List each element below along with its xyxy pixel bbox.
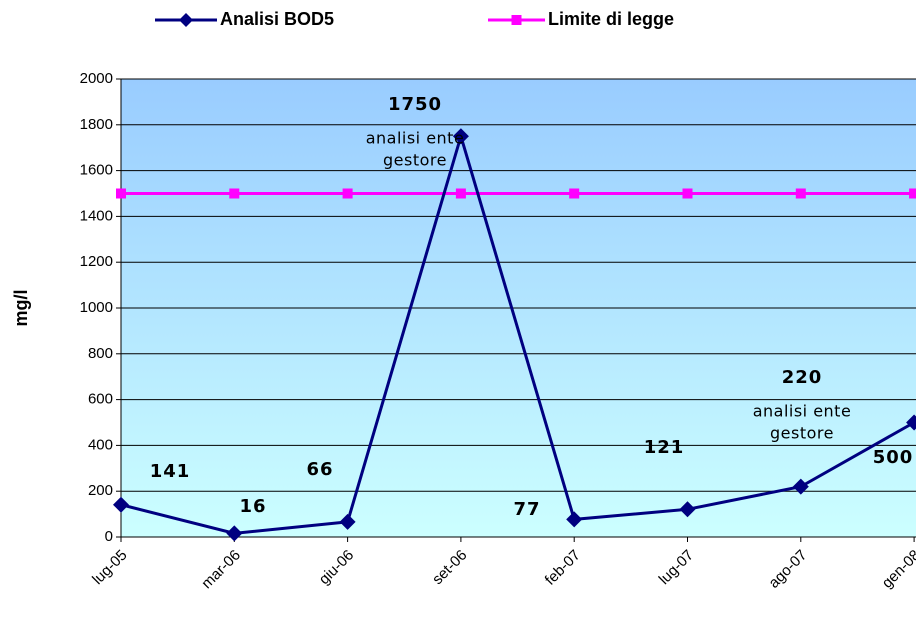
marker xyxy=(906,414,916,431)
marker xyxy=(909,188,916,199)
marker xyxy=(795,188,806,199)
y-tick-label: 1400 xyxy=(80,207,113,224)
marker xyxy=(792,478,809,495)
x-tick-label: feb-07 xyxy=(542,547,584,589)
marker xyxy=(452,128,469,145)
data-label: 66 xyxy=(306,459,333,480)
y-tick-label: 200 xyxy=(88,482,113,499)
data-label: 141 xyxy=(150,461,191,482)
marker xyxy=(569,188,580,199)
marker xyxy=(339,513,356,530)
marker xyxy=(679,501,696,518)
y-tick-label: 1600 xyxy=(80,162,113,179)
legend-marker xyxy=(179,13,193,27)
y-tick-label: 1000 xyxy=(80,299,113,316)
marker xyxy=(113,496,129,513)
x-tick-label: mar-06 xyxy=(198,547,244,593)
x-tick-label: lug-05 xyxy=(89,547,131,589)
annotation: analisi ente xyxy=(753,402,852,421)
series-line xyxy=(120,130,915,535)
annotation: analisi ente xyxy=(366,129,465,148)
legend-label: Analisi BOD5 xyxy=(220,9,334,29)
y-tick-label: 1200 xyxy=(80,253,113,270)
marker xyxy=(682,188,693,199)
y-tick-label: 0 xyxy=(105,528,113,545)
data-label: 121 xyxy=(644,437,685,458)
y-tick-label: 1800 xyxy=(80,116,113,133)
x-tick-label: set-06 xyxy=(429,547,471,589)
legend-marker xyxy=(511,15,522,25)
legend-label: Limite di legge xyxy=(548,9,674,29)
y-tick-label: 2000 xyxy=(80,70,113,87)
marker xyxy=(226,525,243,542)
data-label: 220 xyxy=(782,367,823,388)
x-tick-label: ago-07 xyxy=(765,547,810,592)
y-tick-label: 600 xyxy=(88,391,113,408)
x-tick-label: gen-08 xyxy=(879,547,916,592)
marker xyxy=(566,511,583,528)
data-label: 500 xyxy=(873,447,914,468)
marker xyxy=(116,188,126,199)
annotation: gestore xyxy=(770,424,834,443)
data-label: 77 xyxy=(513,499,540,520)
marker xyxy=(229,188,240,199)
x-tick-label: lug-07 xyxy=(656,547,698,589)
y-axis-label: mg/l xyxy=(11,289,31,326)
marker xyxy=(455,188,466,199)
data-label: 16 xyxy=(239,496,266,517)
y-tick-label: 400 xyxy=(88,436,113,453)
x-tick-label: giu-06 xyxy=(316,547,358,589)
annotation: gestore xyxy=(383,151,447,170)
data-label: 1750 xyxy=(388,94,442,115)
marker xyxy=(342,188,353,199)
y-tick-label: 800 xyxy=(88,345,113,362)
